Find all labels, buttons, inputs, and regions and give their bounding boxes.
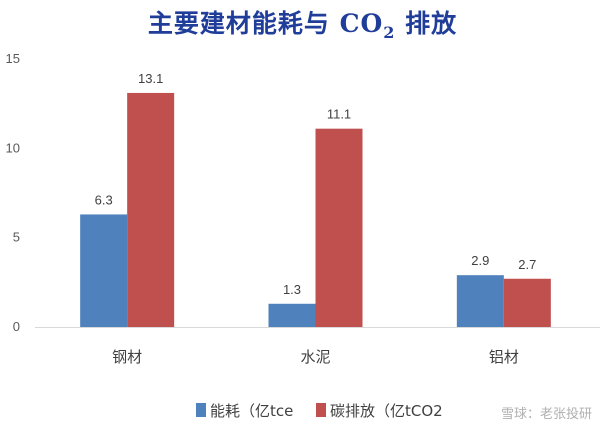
data-label: 2.7 — [518, 257, 536, 272]
chart-title: 主要建材能耗与 CO2 排放 — [147, 9, 458, 42]
y-tick-label: 0 — [13, 319, 20, 334]
data-label: 2.9 — [471, 253, 489, 268]
x-category-label: 钢材 — [112, 348, 142, 366]
bar — [503, 278, 551, 327]
bar — [456, 275, 504, 327]
bar — [268, 303, 316, 327]
watermark: 雪球：老张投研 — [501, 406, 592, 422]
axes: 0 5 10 15 钢材 水泥 铝材 — [6, 51, 600, 366]
y-tick-label: 5 — [13, 230, 20, 245]
x-category-label: 水泥 — [300, 348, 330, 366]
bar — [315, 128, 363, 327]
bar — [80, 214, 128, 327]
x-category-label: 铝材 — [489, 348, 519, 366]
data-label: 1.3 — [283, 282, 301, 297]
y-tick-label: 15 — [6, 51, 20, 66]
legend-label: 能耗（亿tce — [210, 402, 293, 420]
watermark-text: 雪球：老张投研 — [501, 406, 592, 422]
legend: 能耗（亿tce 碳排放（亿tCO2 — [196, 402, 443, 420]
data-label: 13.1 — [138, 71, 163, 86]
data-labels: 6.3 13.1 1.3 11.1 2.9 2.7 — [95, 71, 537, 297]
legend-label: 碳排放（亿tCO2 — [330, 402, 443, 420]
y-tick-label: 10 — [6, 140, 20, 155]
legend-swatch — [196, 403, 206, 417]
bar — [127, 92, 175, 328]
data-label: 11.1 — [327, 107, 351, 122]
legend-swatch — [316, 403, 326, 417]
bars — [80, 92, 551, 328]
data-label: 6.3 — [95, 192, 113, 207]
